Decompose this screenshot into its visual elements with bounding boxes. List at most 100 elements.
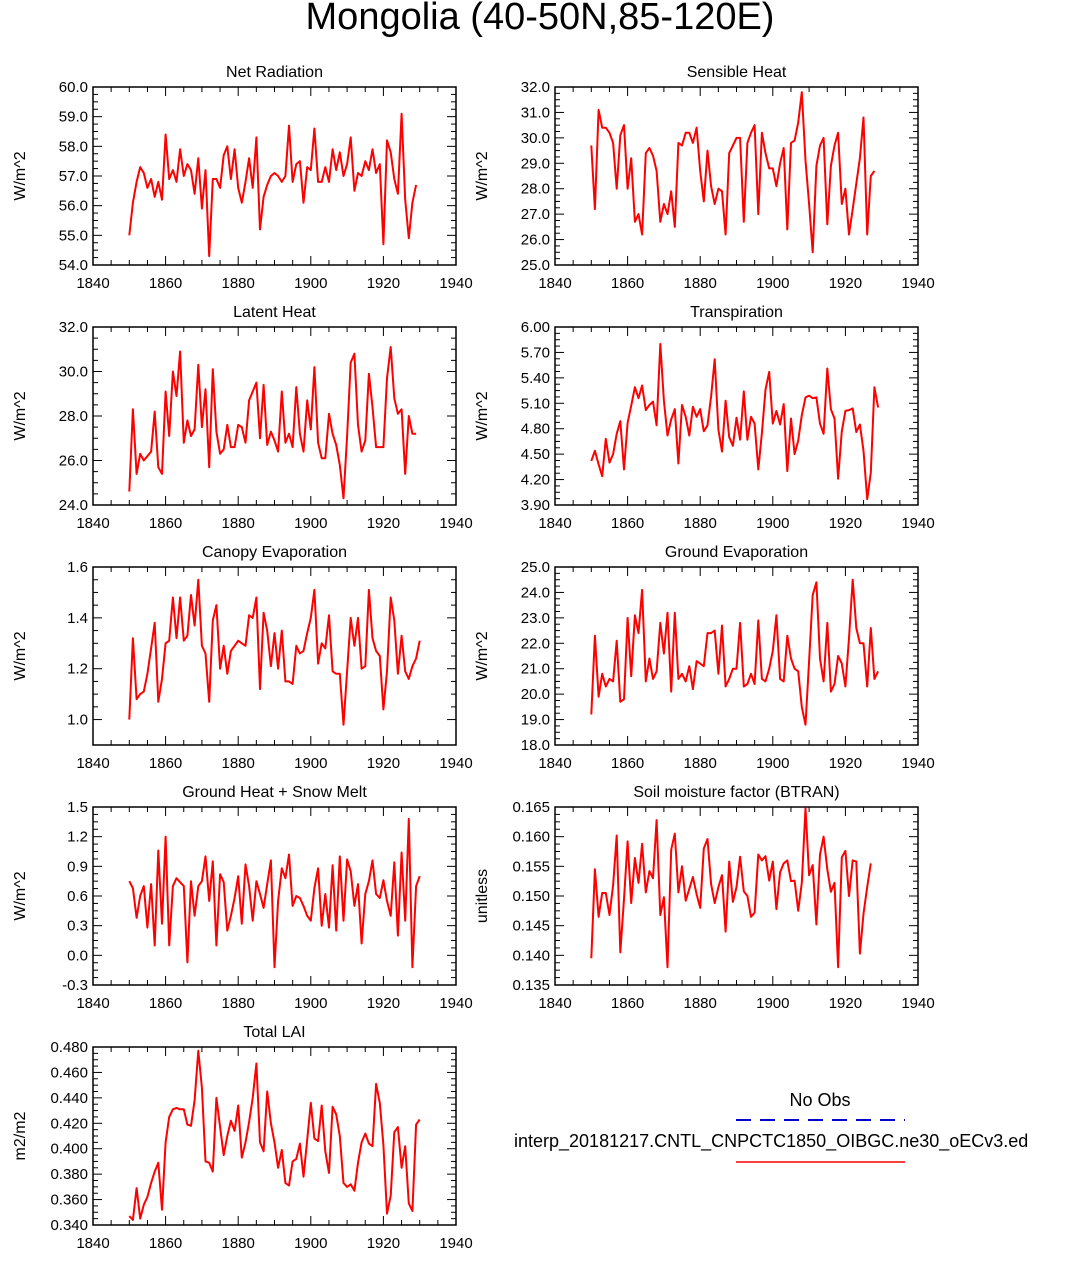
x-tick-label: 1920 [829, 995, 862, 1012]
series-line-0 [590, 91, 876, 254]
x-tick-label: 1840 [538, 515, 571, 532]
y-tick-label: 54.0 [59, 257, 88, 274]
x-tick-label: 1840 [538, 275, 571, 292]
x-tick-label: 1880 [222, 995, 255, 1012]
series-line-0 [128, 346, 417, 500]
y-tick-label: 0.340 [50, 1217, 88, 1234]
y-tick-label: 18.0 [521, 737, 550, 754]
x-tick-label: 1900 [756, 275, 789, 292]
y-tick-label: 32.0 [59, 319, 88, 336]
y-tick-label: 28.0 [59, 408, 88, 425]
y-tick-label: 29.0 [521, 155, 550, 172]
y-tick-label: 0.440 [50, 1090, 88, 1107]
y-tick-label: 25.0 [521, 257, 550, 274]
legend-model-label: interp_20181217.CNTL_CNPCTC1850_OIBGC.ne… [514, 1131, 1028, 1152]
x-tick-label: 1880 [684, 515, 717, 532]
y-tick-label: 1.5 [67, 799, 88, 816]
y-tick-label: 59.0 [59, 109, 88, 126]
y-tick-label: 0.165 [512, 799, 550, 816]
y-tick-label: 28.0 [521, 181, 550, 198]
y-tick-label: 58.0 [59, 138, 88, 155]
series-line-0 [128, 1049, 421, 1221]
y-tick-label: 57.0 [59, 168, 88, 185]
x-tick-label: 1860 [149, 515, 182, 532]
y-tick-label: 1.0 [67, 712, 88, 729]
y-tick-label: 30.0 [521, 130, 550, 147]
x-tick-label: 1920 [367, 515, 400, 532]
y-tick-label: 0.0 [67, 947, 88, 964]
chart-panel-1: 1840 1860 1880 1900 1920 1940 25.0 26.0 27.0 28.0… [474, 64, 935, 292]
series-line-0 [590, 807, 872, 969]
x-tick-label: 1940 [901, 995, 934, 1012]
x-tick-label: 1940 [901, 755, 934, 772]
y-tick-label: 0.420 [50, 1115, 88, 1132]
y-tick-label: 0.145 [512, 918, 550, 935]
chart-panel-3: 1840 1860 1880 1900 1920 1940 3.90 4.20 4.50 4.80… [474, 304, 935, 532]
y-tick-label: 0.3 [67, 918, 88, 935]
x-tick-label: 1900 [756, 995, 789, 1012]
x-tick-label: 1940 [439, 755, 472, 772]
x-tick-label: 1920 [829, 275, 862, 292]
y-tick-label: -0.3 [62, 977, 88, 994]
y-axis-label: W/m^2 [12, 631, 29, 680]
x-tick-label: 1880 [684, 995, 717, 1012]
x-tick-label: 1840 [538, 755, 571, 772]
x-tick-label: 1900 [294, 995, 327, 1012]
y-axis-label: W/m^2 [12, 391, 29, 440]
chart-panel-0: 1840 1860 1880 1900 1920 1940 54.0 55.0 56.0 57.0… [12, 64, 473, 292]
x-tick-label: 1940 [439, 995, 472, 1012]
chart-title: Ground Heat + Snow Melt [182, 784, 367, 801]
x-tick-label: 1860 [611, 515, 644, 532]
x-tick-label: 1900 [294, 755, 327, 772]
x-tick-label: 1860 [611, 275, 644, 292]
x-tick-label: 1880 [222, 515, 255, 532]
chart-panel-7: 1840 1860 1880 1900 1920 1940 0.135 0.140 0.145 0… [474, 784, 935, 1012]
plot-frame [554, 806, 919, 986]
x-tick-label: 1840 [538, 995, 571, 1012]
x-tick-label: 1880 [684, 755, 717, 772]
y-axis-label: W/m^2 [474, 391, 491, 440]
x-tick-label: 1860 [149, 1235, 182, 1252]
x-tick-label: 1900 [294, 1235, 327, 1252]
y-tick-label: 56.0 [59, 198, 88, 215]
y-tick-label: 0.140 [512, 947, 550, 964]
x-tick-label: 1840 [76, 1235, 109, 1252]
y-tick-label: 24.0 [59, 497, 88, 514]
x-tick-label: 1920 [829, 515, 862, 532]
y-tick-label: 27.0 [521, 206, 550, 223]
x-tick-label: 1920 [829, 755, 862, 772]
x-tick-label: 1860 [149, 755, 182, 772]
x-tick-label: 1840 [76, 515, 109, 532]
x-tick-label: 1860 [611, 755, 644, 772]
y-tick-label: 19.0 [521, 712, 550, 729]
y-tick-label: 0.155 [512, 858, 550, 875]
y-tick-label: 0.9 [67, 858, 88, 875]
y-tick-label: 1.2 [67, 661, 88, 678]
y-axis-label: unitless [474, 869, 491, 923]
y-axis-label: W/m^2 [12, 871, 29, 920]
y-tick-label: 24.0 [521, 584, 550, 601]
chart-title: Sensible Heat [687, 64, 787, 81]
chart-title: Net Radiation [226, 64, 323, 81]
chart-panel-4: 1840 1860 1880 1900 1920 1940 1.0 1.2 1.4 1.6 Cano… [12, 544, 473, 772]
series-line-0 [128, 817, 421, 969]
x-tick-label: 1840 [76, 995, 109, 1012]
plot-frame [92, 566, 457, 746]
chart-panel-8: 1840 1860 1880 1900 1920 1940 0.340 0.360 0.380 0… [12, 1024, 473, 1252]
x-tick-label: 1860 [149, 275, 182, 292]
legend: No Obs interp_20181217.CNTL_CNPCTC1850_O… [514, 1090, 1028, 1163]
y-tick-label: 26.0 [59, 453, 88, 470]
y-axis-label: W/m^2 [474, 151, 491, 200]
y-tick-label: 5.70 [521, 344, 550, 361]
y-axis-label: W/m^2 [474, 631, 491, 680]
plot-frame [554, 86, 919, 266]
y-tick-label: 4.80 [521, 421, 550, 438]
x-tick-label: 1880 [222, 275, 255, 292]
x-tick-label: 1900 [756, 515, 789, 532]
chart-panel-2: 1840 1860 1880 1900 1920 1940 24.0 26.0 28.0 30.0… [12, 304, 473, 532]
y-tick-label: 6.00 [521, 319, 550, 336]
y-tick-label: 0.150 [512, 888, 550, 905]
y-tick-label: 0.400 [50, 1141, 88, 1158]
y-tick-label: 31.0 [521, 104, 550, 121]
chart-title: Latent Heat [233, 304, 316, 321]
